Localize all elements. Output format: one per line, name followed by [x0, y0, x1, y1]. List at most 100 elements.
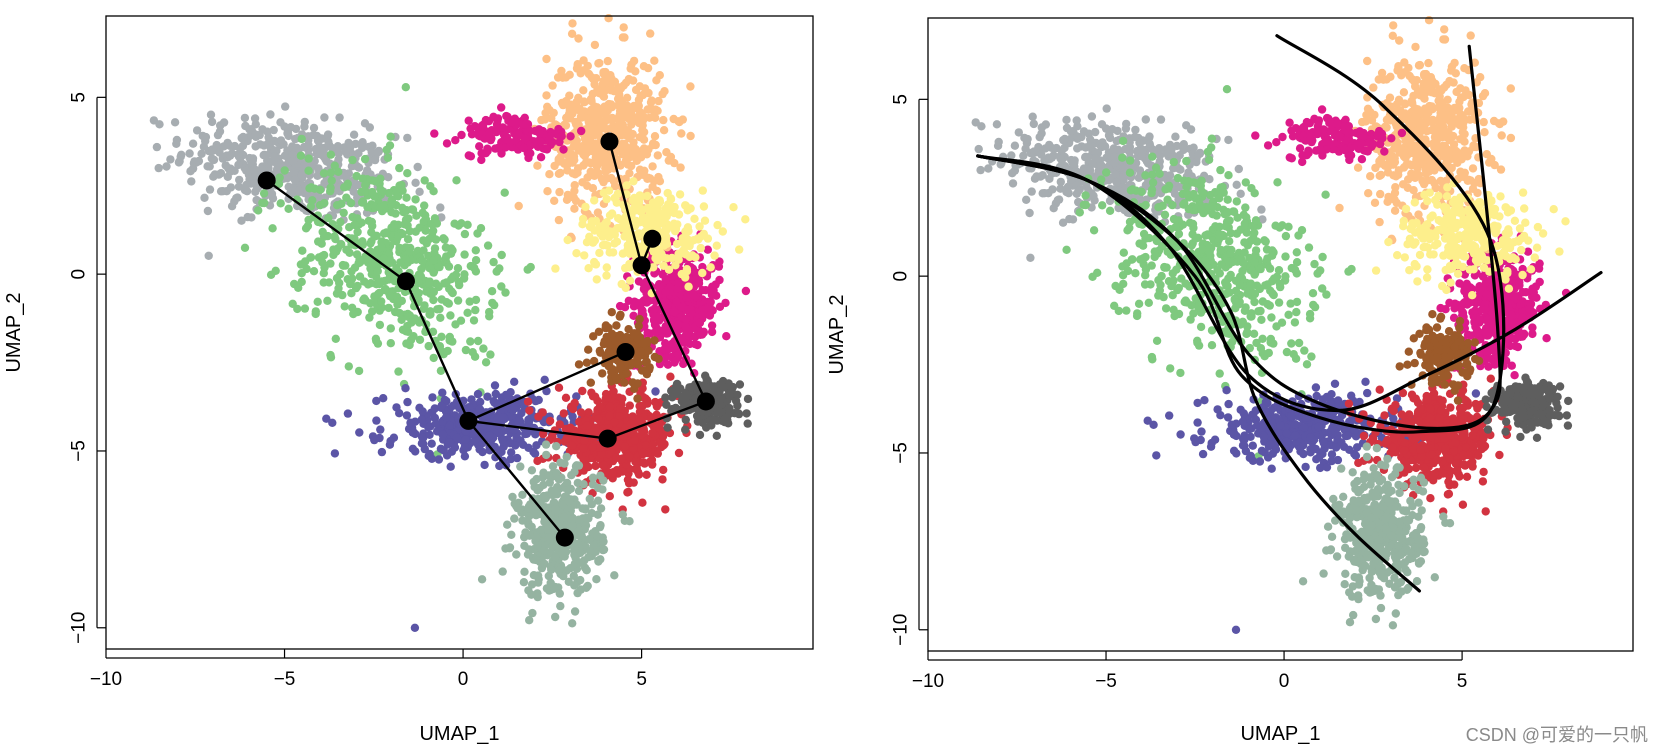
lineage-node [643, 229, 662, 248]
point-brown [636, 347, 646, 356]
point-red [599, 461, 608, 470]
point-sage [513, 503, 522, 513]
point-brown [634, 321, 643, 331]
point-pink [501, 134, 511, 144]
point-green [1252, 338, 1261, 348]
point-grey [1257, 205, 1266, 214]
point-grey [221, 161, 230, 170]
point-peach [583, 61, 592, 71]
point-yellow [622, 181, 631, 190]
point-yellow [741, 215, 750, 224]
point-red [648, 428, 657, 438]
point-green [340, 302, 349, 311]
point-green [340, 183, 349, 192]
point-sage [520, 567, 529, 576]
point-brown [605, 340, 614, 349]
point-red [578, 386, 587, 396]
point-green [429, 295, 438, 305]
point-grey [309, 123, 319, 133]
point-grey [976, 165, 985, 175]
y-axis-title: UMAP_2 [3, 292, 25, 372]
point-grey [172, 135, 182, 145]
point-sage [573, 539, 582, 548]
point-grey [1073, 144, 1082, 153]
point-green [1144, 298, 1154, 307]
point-red [637, 430, 646, 440]
point-green [1300, 346, 1309, 355]
point-green [300, 304, 310, 313]
point-pink [559, 145, 568, 154]
point-green [385, 141, 395, 150]
point-red [655, 420, 664, 429]
point-green [353, 227, 362, 237]
point-sage [516, 462, 525, 471]
point-peach [650, 56, 659, 65]
point-green [420, 176, 429, 185]
point-grey [1091, 154, 1100, 163]
point-grey [323, 130, 333, 139]
point-green [383, 153, 393, 162]
point-peach [607, 85, 616, 94]
point-red [661, 505, 670, 514]
point-darkgrey [695, 430, 705, 440]
point-green [334, 167, 343, 176]
point-grey [373, 148, 382, 157]
point-yellow [712, 241, 721, 250]
point-purple [530, 449, 540, 458]
point-sage [560, 512, 569, 522]
x-tick-label: −5 [274, 669, 296, 690]
point-grey [1102, 104, 1111, 113]
point-green [454, 221, 463, 230]
point-darkgrey [661, 393, 670, 402]
point-yellow [688, 251, 697, 260]
point-sage [598, 485, 607, 494]
point-grey [1186, 125, 1196, 134]
point-darkgrey [663, 423, 672, 432]
point-darkgrey [743, 419, 752, 428]
point-peach [631, 147, 641, 156]
point-grey [251, 130, 260, 139]
point-yellow [735, 245, 744, 254]
point-yellow [659, 261, 668, 270]
point-grey [289, 168, 298, 178]
point-green [402, 206, 411, 215]
point-green [402, 193, 411, 202]
point-grey [214, 170, 223, 179]
point-purple [568, 412, 577, 421]
point-brown [615, 312, 624, 321]
point-green [382, 228, 391, 237]
point-sage [533, 592, 542, 602]
point-sage [542, 450, 551, 460]
point-green [370, 177, 380, 186]
point-grey [249, 165, 258, 174]
point-green [332, 201, 342, 210]
point-grey [1170, 189, 1180, 198]
point-sage [592, 575, 601, 584]
point-grey [264, 133, 273, 142]
point-grey [1137, 152, 1146, 161]
point-yellow [679, 246, 688, 255]
point-green [1305, 309, 1315, 319]
point-sage [524, 504, 533, 513]
point-purple [408, 428, 418, 437]
point-red [653, 449, 662, 458]
point-grey [185, 149, 194, 158]
point-green [437, 295, 446, 304]
point-grey [977, 122, 986, 131]
point-green [1161, 185, 1170, 194]
point-purple [447, 447, 456, 456]
point-green [377, 242, 386, 252]
point-grey [289, 156, 298, 165]
point-grey [276, 118, 285, 127]
point-yellow [604, 186, 614, 195]
point-darkgrey [715, 407, 725, 417]
point-red [623, 475, 633, 484]
point-green [421, 226, 430, 235]
point-sage [551, 552, 560, 562]
point-sage [585, 494, 594, 504]
lineage-node [555, 528, 574, 547]
point-red [554, 383, 564, 392]
point-peach [542, 54, 551, 64]
point-yellow [625, 276, 635, 285]
point-grey [1028, 112, 1037, 121]
